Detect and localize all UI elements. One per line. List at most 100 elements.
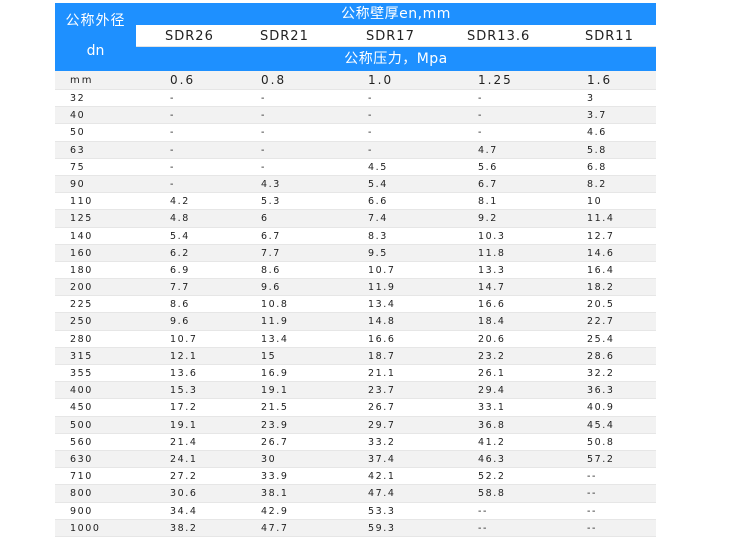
thickness-cell: 23.2 bbox=[478, 350, 506, 362]
table-row: 800 30.6 38.1 47.4 58.8 -- bbox=[55, 485, 656, 503]
thickness-cell: 6.2 bbox=[170, 247, 190, 259]
pressure-cell: 0.6 bbox=[170, 73, 196, 87]
thickness-cell: - bbox=[478, 127, 484, 139]
thickness-cell: 53.3 bbox=[368, 505, 396, 517]
thickness-cell: - bbox=[170, 178, 176, 190]
thickness-cell: - bbox=[170, 110, 176, 122]
dn-cell: 280 bbox=[70, 333, 93, 345]
thickness-cell: 18.4 bbox=[478, 316, 506, 328]
table-row: 200 7.7 9.6 11.9 14.7 18.2 bbox=[55, 279, 656, 297]
dn-cell: 250 bbox=[70, 316, 93, 328]
table-row: 50 - - - - 4.6 bbox=[55, 124, 656, 142]
thickness-cell: 6.7 bbox=[261, 230, 281, 242]
thickness-cell: 12.1 bbox=[170, 350, 198, 362]
thickness-cell: 10.7 bbox=[368, 264, 396, 276]
thickness-cell: -- bbox=[587, 505, 598, 517]
thickness-cell: 36.3 bbox=[587, 385, 615, 397]
table-row: 63 - - - 4.7 5.8 bbox=[55, 141, 656, 159]
thickness-cell: 9.6 bbox=[170, 316, 190, 328]
thickness-cell: 19.1 bbox=[170, 419, 198, 431]
thickness-cell: 7.7 bbox=[170, 282, 190, 294]
thickness-cell: 3 bbox=[587, 93, 595, 104]
thickness-cell: 45.4 bbox=[587, 419, 615, 431]
thickness-cell: 4.3 bbox=[261, 178, 281, 190]
thickness-cell: 3.7 bbox=[587, 110, 607, 122]
thickness-cell: 29.7 bbox=[368, 419, 396, 431]
dn-cell: 140 bbox=[70, 230, 93, 242]
thickness-cell: - bbox=[261, 161, 267, 173]
thickness-cell: -- bbox=[587, 488, 598, 500]
table-row: 110 4.2 5.3 6.6 8.1 10 bbox=[55, 193, 656, 211]
table-row: 560 21.4 26.7 33.2 41.2 50.8 bbox=[55, 434, 656, 451]
table-row: 900 34.4 42.9 53.3 -- -- bbox=[55, 503, 656, 520]
thickness-cell: 47.4 bbox=[368, 488, 396, 500]
dn-header-unit: dn bbox=[86, 43, 105, 59]
table-row: 32 - - - - 3 bbox=[55, 90, 656, 108]
thickness-cell: - bbox=[170, 161, 176, 173]
dn-cell: 710 bbox=[70, 471, 93, 483]
thickness-cell: 12.7 bbox=[587, 230, 615, 242]
thickness-cell: 16.6 bbox=[368, 333, 396, 345]
dn-cell: 200 bbox=[70, 282, 93, 294]
thickness-cell: - bbox=[478, 110, 484, 122]
thickness-cell: 15 bbox=[261, 350, 277, 362]
table-row: 1000 38.2 47.7 59.3 -- -- bbox=[55, 519, 656, 537]
thickness-cell: 42.1 bbox=[368, 471, 396, 483]
thickness-cell: 5.4 bbox=[368, 178, 388, 190]
thickness-cell: 40.9 bbox=[587, 402, 615, 414]
pressure-header: 公称压力，Mpa bbox=[136, 47, 656, 71]
thickness-cell: 18.2 bbox=[587, 282, 615, 294]
thickness-cell: 27.2 bbox=[170, 471, 198, 483]
thickness-cell: 8.2 bbox=[587, 178, 607, 190]
thickness-cell: 23.7 bbox=[368, 385, 396, 397]
data-rows: 32- - - -3 40- - - -3.7 50- - - -4.6 63- - -4.7 5.8 75- -… bbox=[55, 90, 656, 537]
thickness-cell: 8.3 bbox=[368, 230, 388, 242]
unit-row: mm 0.6 0.8 1.0 1.25 1.6 bbox=[55, 71, 656, 90]
dn-cell: 63 bbox=[70, 144, 86, 156]
thickness-cell: 10.3 bbox=[478, 230, 506, 242]
dn-cell: 40 bbox=[70, 110, 86, 122]
thickness-cell: 34.4 bbox=[170, 505, 198, 517]
table-row: 75 - - 4.5 5.6 6.8 bbox=[55, 159, 656, 176]
thickness-cell: 8.6 bbox=[170, 299, 190, 311]
thickness-cell: - bbox=[261, 127, 267, 139]
thickness-cell: 36.8 bbox=[478, 419, 506, 431]
thickness-cell: 13.3 bbox=[478, 264, 506, 276]
dn-cell: 355 bbox=[70, 368, 93, 379]
table-row: 250 9.6 11.9 14.8 18.4 22.7 bbox=[55, 313, 656, 331]
thickness-cell: 25.4 bbox=[587, 333, 615, 345]
thickness-cell: 6 bbox=[261, 213, 269, 225]
pressure-cell: 1.25 bbox=[478, 73, 513, 87]
table-body: mm 0.6 0.8 1.0 1.25 1.6 32- - - -3 40- - - -3.7… bbox=[55, 71, 656, 537]
thickness-cell: - bbox=[170, 93, 176, 104]
thickness-cell: 14.6 bbox=[587, 247, 615, 259]
thickness-cell: 58.8 bbox=[478, 488, 506, 500]
thickness-cell: 10.8 bbox=[261, 299, 289, 311]
thickness-cell: 4.2 bbox=[170, 196, 190, 208]
dn-cell: 450 bbox=[70, 402, 93, 414]
thickness-cell: 26.7 bbox=[261, 436, 289, 448]
thickness-cell: 4.5 bbox=[368, 161, 388, 173]
dn-cell: 90 bbox=[70, 178, 86, 190]
thickness-cell: 19.1 bbox=[261, 385, 289, 397]
thickness-cell: 13.4 bbox=[368, 299, 396, 311]
thickness-cell: 5.4 bbox=[170, 230, 190, 242]
dn-cell: 560 bbox=[70, 436, 93, 448]
thickness-cell: 38.2 bbox=[170, 522, 198, 534]
dn-cell: 160 bbox=[70, 247, 93, 259]
thickness-cell: 50.8 bbox=[587, 436, 615, 448]
thickness-cell: 10.7 bbox=[170, 333, 198, 345]
thickness-cell: - bbox=[478, 93, 484, 104]
thickness-cell: 42.9 bbox=[261, 505, 289, 517]
thickness-cell: - bbox=[261, 110, 267, 122]
thickness-cell: 6.8 bbox=[587, 161, 607, 173]
thickness-cell: 38.1 bbox=[261, 488, 289, 500]
thickness-cell: -- bbox=[587, 471, 598, 483]
sdr-header-cell: SDR21 bbox=[260, 29, 309, 44]
thickness-cell: 11.8 bbox=[478, 247, 506, 259]
pressure-cell: 1.0 bbox=[368, 73, 394, 87]
thickness-cell: - bbox=[368, 110, 374, 122]
thickness-cell: -- bbox=[587, 522, 598, 534]
pressure-cell: 0.8 bbox=[261, 73, 287, 87]
dn-cell: 630 bbox=[70, 453, 93, 465]
